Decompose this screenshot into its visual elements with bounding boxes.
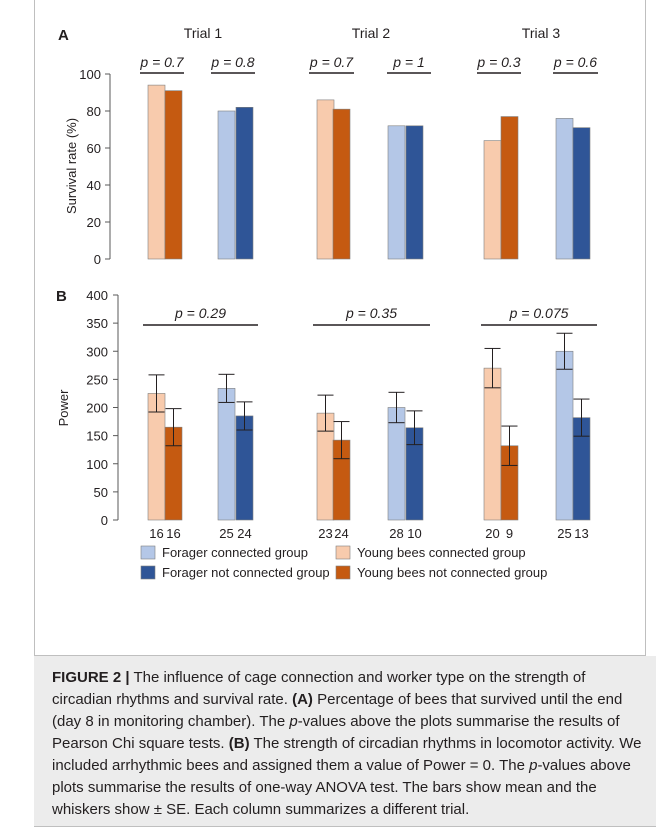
- panel-a-bar: [235, 107, 254, 260]
- panel-b-y-tick-label: 150: [86, 429, 108, 444]
- panel-a-bar: [405, 125, 424, 260]
- legend-label: Young bees connected group: [357, 545, 526, 560]
- panel-a-y-tick-label: 60: [87, 141, 101, 156]
- caption-text-2: Percentage of bees that survived until t…: [52, 691, 623, 730]
- panel-b-sample-size-label: 9: [506, 526, 513, 541]
- panel-b-y-tick-label: 350: [86, 316, 108, 331]
- caption-text-3: -values above the plots summarise the re…: [52, 713, 620, 752]
- panel-b-sample-size-label: 24: [237, 526, 251, 541]
- panel-b-p-value-label: p = 0.35: [345, 305, 397, 321]
- caption-text-1: The influence of cage connection and wor…: [52, 669, 586, 708]
- figure-chart: A Trial 1 Trial 2 Trial 3 Survival rate …: [56, 25, 598, 580]
- panel-b-y-axis-title: Power: [56, 389, 71, 427]
- panel-b-bar: [483, 367, 502, 521]
- panel-b-sample-size-label: 10: [407, 526, 421, 541]
- panel-b-y-tick-label: 50: [94, 485, 108, 500]
- panel-b-y-tick-label: 250: [86, 372, 108, 387]
- panel-a-p-value-label: p = 0.7: [309, 54, 354, 70]
- panel-a-y-tick-label: 20: [87, 215, 101, 230]
- legend-swatch: [140, 545, 156, 560]
- panel-a-bar: [316, 99, 335, 260]
- panel-a-bar: [147, 84, 166, 260]
- panel-a-y-tick-label: 100: [79, 67, 101, 82]
- panel-a-plot: 0 20 40 60 80 100 p = 0.7 p = 0.8 p = 0.7 p = 1 p …: [79, 54, 598, 267]
- panel-b-sample-size-label: 24: [334, 526, 348, 541]
- panel-b-sample-size-label: 25: [557, 526, 571, 541]
- legend: Forager connected group Young bees connec…: [140, 545, 547, 580]
- panel-a-bar: [483, 140, 502, 260]
- caption-panel-b-label: (B): [228, 735, 250, 752]
- panel-b-bar: [555, 350, 574, 521]
- panel-a-p-value-label: p = 0.6: [553, 54, 597, 70]
- panel-b-p-value-label: p = 0.29: [174, 305, 226, 321]
- panel-b-sample-size-label: 16: [149, 526, 163, 541]
- panel-b-sample-size-label: 25: [219, 526, 233, 541]
- panel-a-y-tick-label: 80: [87, 104, 101, 119]
- panel-b-p-value-label: p = 0.075: [509, 305, 569, 321]
- panel-a-label: A: [58, 27, 69, 44]
- panel-a-trial-1-label: Trial 1: [184, 25, 223, 41]
- caption-p-symbol-2: p: [529, 757, 538, 774]
- panel-a-bar: [500, 116, 519, 260]
- legend-swatch: [335, 565, 351, 580]
- panel-a-bar: [217, 110, 236, 260]
- panel-a-bar: [555, 118, 574, 260]
- legend-label: Forager not connected group: [162, 565, 330, 580]
- panel-b-y-tick-label: 100: [86, 457, 108, 472]
- panel-a-bar: [387, 125, 406, 260]
- panel-a-p-value-label: p = 1: [392, 54, 425, 70]
- panel-b-bar: [217, 388, 236, 521]
- panel-b-sample-size-label: 20: [485, 526, 499, 541]
- panel-b-sample-size-label: 23: [318, 526, 332, 541]
- panel-a-y-tick-label: 40: [87, 178, 101, 193]
- panel-b-bar: [235, 415, 254, 521]
- figure-caption: FIGURE 2 | The influence of cage connect…: [52, 667, 648, 821]
- panel-b-y-tick-label: 200: [86, 401, 108, 416]
- panel-a-trial-3-label: Trial 3: [522, 25, 561, 41]
- panel-b-sample-size-label: 16: [166, 526, 180, 541]
- panel-a-y-tick-label: 0: [94, 252, 101, 267]
- panel-b-sample-size-label: 28: [389, 526, 403, 541]
- panel-a-p-value-label: p = 0.8: [210, 54, 254, 70]
- caption-text-5: -values above plots summarise the result…: [52, 757, 631, 818]
- caption-panel-a-label: (A): [292, 691, 313, 708]
- panel-b-y-tick-label: 300: [86, 344, 108, 359]
- panel-a-trial-2-label: Trial 2: [352, 25, 391, 41]
- panel-a-bar: [572, 127, 591, 260]
- panel-b-plot: 0 50 100 150 200 250 300 350 400 16 23 20 16 24 9 25 28 2…: [86, 288, 597, 541]
- panel-b-sample-size-label: 13: [574, 526, 588, 541]
- legend-swatch: [140, 565, 156, 580]
- panel-b-y-tick-label: 400: [86, 288, 108, 303]
- caption-text-4: The strength of circadian rhythms in loc…: [52, 735, 642, 774]
- caption-p-symbol-1: p: [289, 713, 298, 730]
- panel-a-bar: [164, 90, 183, 260]
- legend-swatch: [335, 545, 351, 560]
- caption-background: [34, 656, 656, 827]
- caption-figure-label: FIGURE 2 |: [52, 669, 130, 686]
- figure-border: [34, 0, 646, 656]
- legend-label: Young bees not connected group: [357, 565, 547, 580]
- panel-b-y-tick-label: 0: [101, 513, 108, 528]
- panel-a-p-value-label: p = 0.7: [139, 54, 184, 70]
- panel-b-bar: [387, 407, 406, 521]
- panel-b-label: B: [56, 288, 67, 305]
- panel-a-bar: [332, 108, 351, 260]
- legend-label: Forager connected group: [162, 545, 308, 560]
- panel-a-p-value-label: p = 0.3: [476, 54, 520, 70]
- panel-a-y-axis-title: Survival rate (%): [64, 118, 79, 214]
